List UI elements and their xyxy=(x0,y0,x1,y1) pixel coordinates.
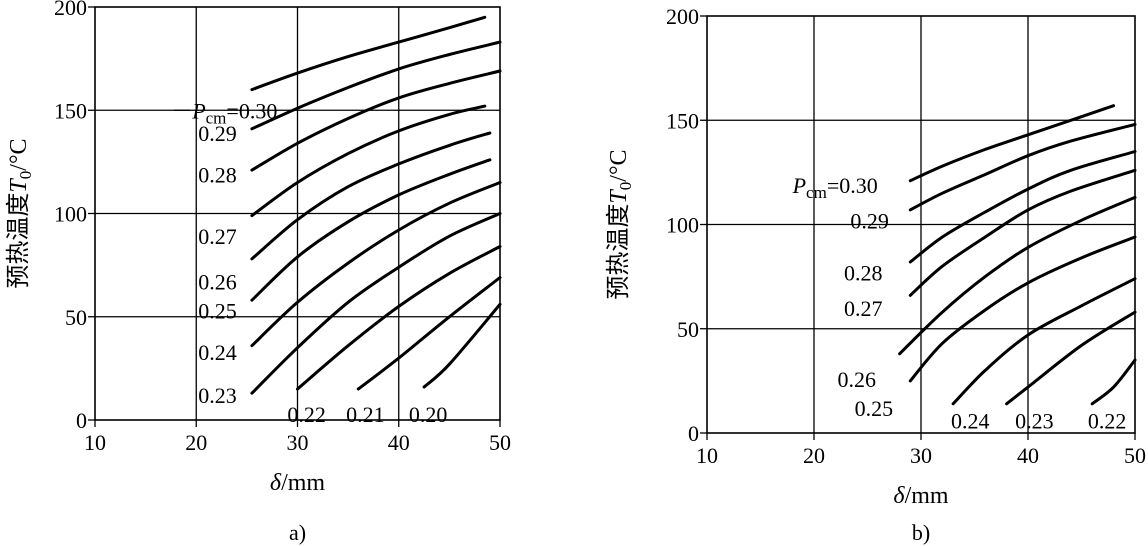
panel-a-curve-0.20 xyxy=(422,302,502,389)
panel-b-ytick-label: 150 xyxy=(666,108,699,133)
panel-a-ytick-label: 150 xyxy=(54,98,87,123)
panel-a-y-axis-title: 预热温度T0/°C xyxy=(5,138,35,288)
panel-a-curve-0.27 xyxy=(250,104,487,218)
panel-a-chart: 10 20 30 40 50 0 50 100 150 200 Pcm=0.300.29 0.28 0.… xyxy=(5,0,511,545)
panel-b-ytick-label: 200 xyxy=(666,4,699,29)
panel-a-xtick-label: 30 xyxy=(287,430,309,455)
panel-a-curve-label: 0.22 xyxy=(287,402,326,427)
panel-b-label: b) xyxy=(912,520,930,545)
panel-a-pcm-label: Pcm=0.30 xyxy=(191,98,277,127)
panel-a-x-axis-title: δ/mm xyxy=(270,470,325,496)
panel-b-curve-0.22 xyxy=(1090,358,1137,406)
panel-a-xtick-label: 10 xyxy=(84,430,106,455)
panel-a-curve-0.30 xyxy=(250,15,487,92)
panel-a-ytick-label: 0 xyxy=(76,408,87,433)
panel-a-curve-label: 0.23 xyxy=(198,383,237,408)
panel-b-curve-0.30 xyxy=(908,104,1116,183)
panel-b-xtick-label: 10 xyxy=(696,443,718,468)
panel-b-pcm-label: Pcm=0.30 xyxy=(792,173,878,202)
panel-b-curve-0.29 xyxy=(908,122,1137,212)
panel-b-xtick-label: 20 xyxy=(803,443,825,468)
panel-a-curve-label: 0.28 xyxy=(198,162,237,187)
panel-a-ytick-label: 100 xyxy=(54,202,87,227)
panel-a-curve-0.25 xyxy=(250,158,492,302)
panel-a-xtick-label: 20 xyxy=(185,430,207,455)
panel-b-curve-0.23 xyxy=(1005,310,1137,406)
panel-a-curve-0.29 xyxy=(250,40,502,131)
panel-b-curve-label: 0.25 xyxy=(855,396,894,421)
panel-a-curve-0.22 xyxy=(296,245,502,391)
panel-a-curve-0.23 xyxy=(250,212,502,395)
panel-b-xtick-label: 30 xyxy=(910,443,932,468)
panel-a-curve-label: 0.24 xyxy=(198,340,237,365)
panel-a-curve-label: 0.26 xyxy=(198,270,237,295)
panel-b-curve-0.26 xyxy=(898,195,1137,356)
panel-a-curve-0.26 xyxy=(250,131,492,261)
panel-a-curve-0.21 xyxy=(356,276,502,391)
panel-b-ytick-label: 100 xyxy=(666,213,699,238)
panel-a-ytick-label: 200 xyxy=(54,0,87,20)
panel-b-curve-label: 0.27 xyxy=(844,296,883,321)
panel-b-curve-label: 0.24 xyxy=(951,408,990,433)
panel-a-label: a) xyxy=(289,520,306,545)
panel-a-curve-0.28 xyxy=(250,69,502,172)
panel-a-xtick-label: 50 xyxy=(489,430,511,455)
panel-b-xtick-label: 40 xyxy=(1017,443,1039,468)
panel-b-chart: 10 20 30 40 50 0 50 100 150 200 Pcm=0.30 0.29 0.28 0.… xyxy=(605,4,1146,545)
panel-b-xtick-label: 50 xyxy=(1124,443,1146,468)
panel-b-curve-0.24 xyxy=(951,277,1137,406)
panel-a-ytick-label: 50 xyxy=(65,305,87,330)
panel-b-curve-label: 0.29 xyxy=(850,208,889,233)
panel-a-curve-label: 0.29 xyxy=(198,121,237,146)
panel-a-xtick-label: 40 xyxy=(388,430,410,455)
panel-a-curve-label: 0.25 xyxy=(198,299,237,324)
panel-b-ytick-label: 50 xyxy=(677,317,699,342)
panel-b-curve-label: 0.23 xyxy=(1015,408,1053,433)
panel-b-curve-label: 0.26 xyxy=(838,367,877,392)
panel-b-curve-label: 0.22 xyxy=(1088,408,1127,433)
panel-b-ytick-label: 0 xyxy=(688,421,699,446)
panel-a-curve-label: 0.21 xyxy=(346,402,385,427)
panel-a-curve-label: 0.27 xyxy=(198,224,237,249)
panel-b-curve-0.28 xyxy=(908,150,1137,264)
panel-b-curve-label: 0.28 xyxy=(844,260,883,285)
panel-a-curve-0.24 xyxy=(250,181,502,348)
panel-a-curve-label: 0.20 xyxy=(409,402,448,427)
panel-b-x-axis-title: δ/mm xyxy=(893,483,948,509)
panel-b-y-axis-title: 预热温度T0/°C xyxy=(605,149,635,299)
panel-b-curve-0.27 xyxy=(908,168,1137,297)
panel-b-curve-0.25 xyxy=(908,235,1137,383)
